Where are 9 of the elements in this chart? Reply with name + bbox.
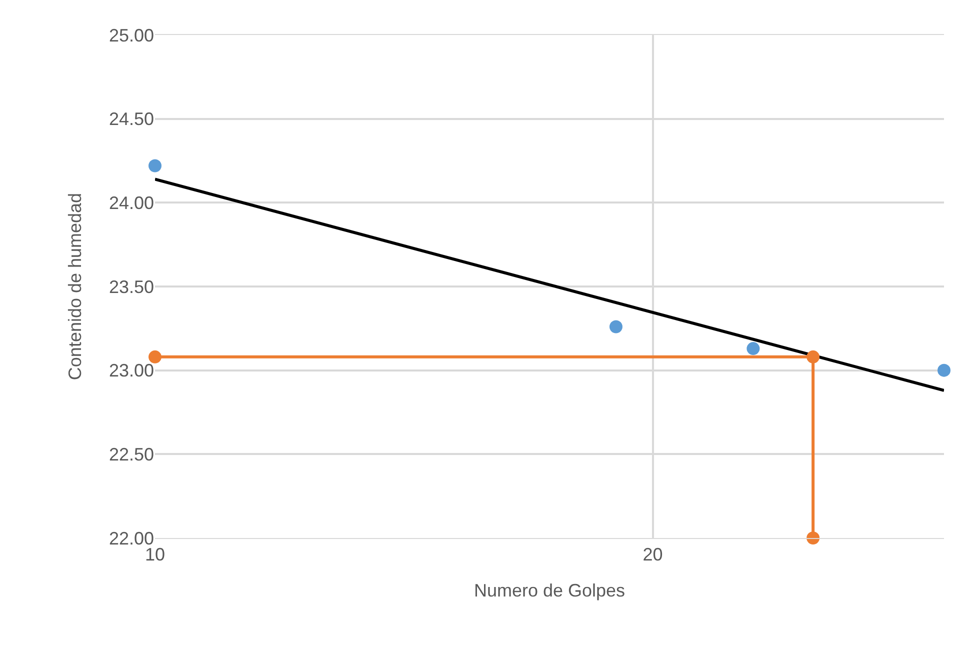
- y-tick-label: 25.00: [108, 25, 154, 46]
- y-tick-label: 23.50: [108, 276, 154, 297]
- y-tick-label: 24.00: [108, 192, 154, 213]
- y-axis-title: Contenido de humedad: [65, 192, 86, 380]
- x-axis-title: Numero de Golpes: [474, 580, 626, 601]
- y-tick-label: 22.50: [108, 444, 154, 464]
- y-tick-label: 23.00: [108, 360, 154, 381]
- y-tick-label: 24.50: [108, 109, 154, 130]
- x-tick-label: 20: [642, 544, 663, 565]
